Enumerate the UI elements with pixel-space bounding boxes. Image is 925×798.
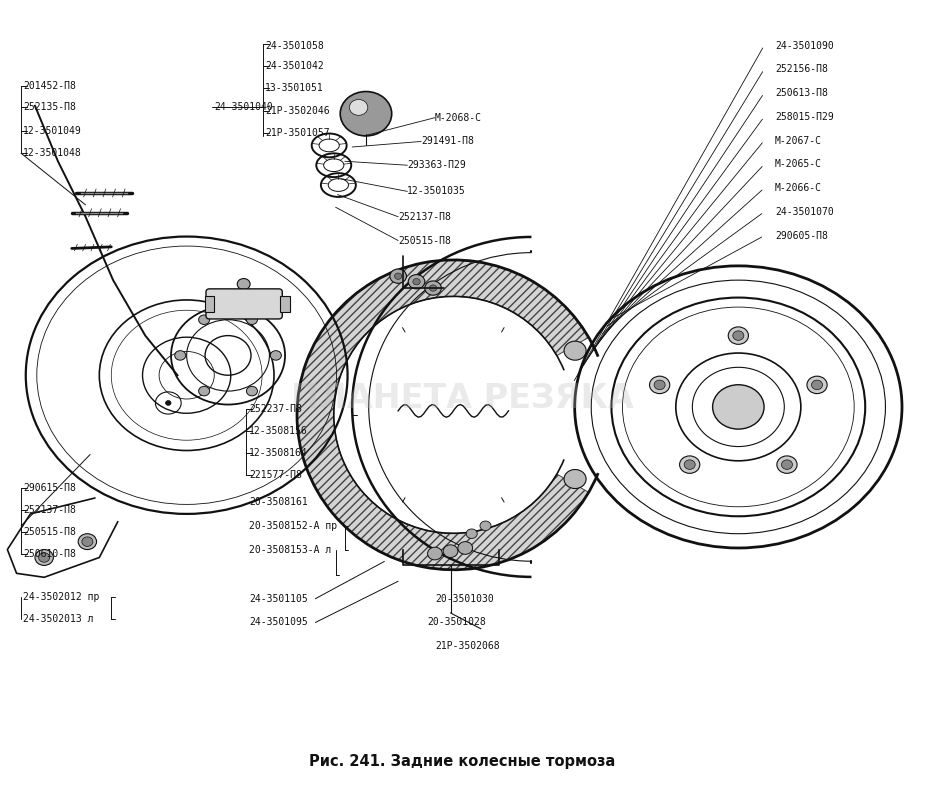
Circle shape — [807, 376, 827, 393]
Circle shape — [564, 342, 586, 360]
Text: 12-3508156: 12-3508156 — [249, 425, 308, 436]
Circle shape — [79, 534, 96, 550]
FancyBboxPatch shape — [206, 289, 282, 319]
Text: 24-3501105: 24-3501105 — [249, 594, 308, 604]
Text: 290615-П8: 290615-П8 — [23, 483, 76, 492]
Text: 20-3508161: 20-3508161 — [249, 497, 308, 507]
Text: 252137-П8: 252137-П8 — [398, 211, 451, 222]
Text: 12-3501035: 12-3501035 — [407, 187, 466, 196]
Circle shape — [728, 327, 748, 344]
Circle shape — [246, 315, 257, 325]
Text: 24-3502013 л: 24-3502013 л — [23, 614, 93, 624]
Circle shape — [425, 281, 441, 295]
Circle shape — [81, 537, 92, 547]
Circle shape — [389, 269, 406, 283]
Circle shape — [649, 376, 670, 393]
Text: 12-3501049: 12-3501049 — [23, 126, 81, 136]
Text: ПЛАНЕТА РЕЗЯКА: ПЛАНЕТА РЕЗЯКА — [291, 382, 634, 416]
Circle shape — [175, 350, 186, 360]
Text: 20-3501028: 20-3501028 — [427, 618, 487, 627]
Text: 250610-П8: 250610-П8 — [23, 549, 76, 559]
Circle shape — [654, 380, 665, 389]
Text: 20-3508152-А пр: 20-3508152-А пр — [249, 521, 338, 531]
Text: 291491-П8: 291491-П8 — [421, 136, 474, 147]
Text: М-2068-С: М-2068-С — [435, 113, 482, 123]
Text: 24-3501090: 24-3501090 — [775, 41, 833, 50]
Text: 24-3501042: 24-3501042 — [265, 61, 324, 71]
Circle shape — [782, 460, 793, 469]
Circle shape — [427, 547, 442, 560]
Circle shape — [777, 456, 797, 473]
Text: 24-3501095: 24-3501095 — [249, 618, 308, 627]
Text: 252137-П8: 252137-П8 — [23, 505, 76, 515]
Circle shape — [811, 380, 822, 389]
Text: 290605-П8: 290605-П8 — [775, 231, 828, 241]
Circle shape — [408, 275, 425, 289]
Circle shape — [166, 401, 171, 405]
Circle shape — [466, 529, 477, 539]
Bar — [280, 296, 290, 312]
Circle shape — [246, 386, 257, 396]
Text: 250515-П8: 250515-П8 — [398, 235, 451, 246]
Circle shape — [458, 542, 473, 555]
Circle shape — [270, 350, 281, 360]
Text: 293363-П29: 293363-П29 — [407, 160, 466, 170]
Circle shape — [39, 553, 50, 563]
Text: 252156-П8: 252156-П8 — [775, 65, 828, 74]
Text: М-2067-С: М-2067-С — [775, 136, 822, 146]
Text: 24-3501040: 24-3501040 — [215, 102, 273, 113]
Circle shape — [413, 279, 420, 285]
Circle shape — [350, 100, 368, 115]
Text: 250613-П8: 250613-П8 — [775, 88, 828, 98]
Circle shape — [35, 550, 54, 566]
Circle shape — [684, 460, 696, 469]
Text: 13-3501051: 13-3501051 — [265, 83, 324, 93]
Circle shape — [199, 386, 210, 396]
Circle shape — [199, 315, 210, 325]
Text: 21Р-3502068: 21Р-3502068 — [435, 642, 500, 651]
Text: М-2065-С: М-2065-С — [775, 160, 822, 169]
Text: 12-3508164: 12-3508164 — [249, 448, 308, 458]
Circle shape — [564, 469, 586, 488]
Text: 12-3501048: 12-3501048 — [23, 148, 81, 158]
Text: 24-3501058: 24-3501058 — [265, 41, 324, 50]
Text: 24-3501070: 24-3501070 — [775, 207, 833, 217]
Text: 221577-П8: 221577-П8 — [249, 470, 302, 480]
Text: 250515-П8: 250515-П8 — [23, 527, 76, 537]
Text: 24-3502012 пр: 24-3502012 пр — [23, 592, 99, 602]
Circle shape — [733, 331, 744, 341]
Circle shape — [680, 456, 700, 473]
Text: Рис. 241. Задние колесные тормоза: Рис. 241. Задние колесные тормоза — [309, 754, 616, 769]
Circle shape — [340, 92, 391, 136]
Text: 20-3508153-А л: 20-3508153-А л — [249, 544, 331, 555]
Text: 201452-П8: 201452-П8 — [23, 81, 76, 91]
Circle shape — [394, 273, 401, 279]
Circle shape — [480, 521, 491, 531]
Circle shape — [429, 285, 437, 291]
Text: 21Р-3501057: 21Р-3501057 — [265, 128, 329, 138]
Polygon shape — [297, 260, 588, 570]
Circle shape — [443, 545, 458, 558]
Text: 20-3501030: 20-3501030 — [435, 594, 494, 604]
Text: 258015-П29: 258015-П29 — [775, 112, 833, 122]
Bar — [205, 296, 215, 312]
Circle shape — [237, 279, 250, 290]
Text: 252135-П8: 252135-П8 — [23, 102, 76, 113]
Text: М-2066-С: М-2066-С — [775, 184, 822, 193]
Text: 21Р-3502046: 21Р-3502046 — [265, 105, 329, 116]
Text: 252237-П8: 252237-П8 — [249, 404, 302, 413]
Circle shape — [712, 385, 764, 429]
